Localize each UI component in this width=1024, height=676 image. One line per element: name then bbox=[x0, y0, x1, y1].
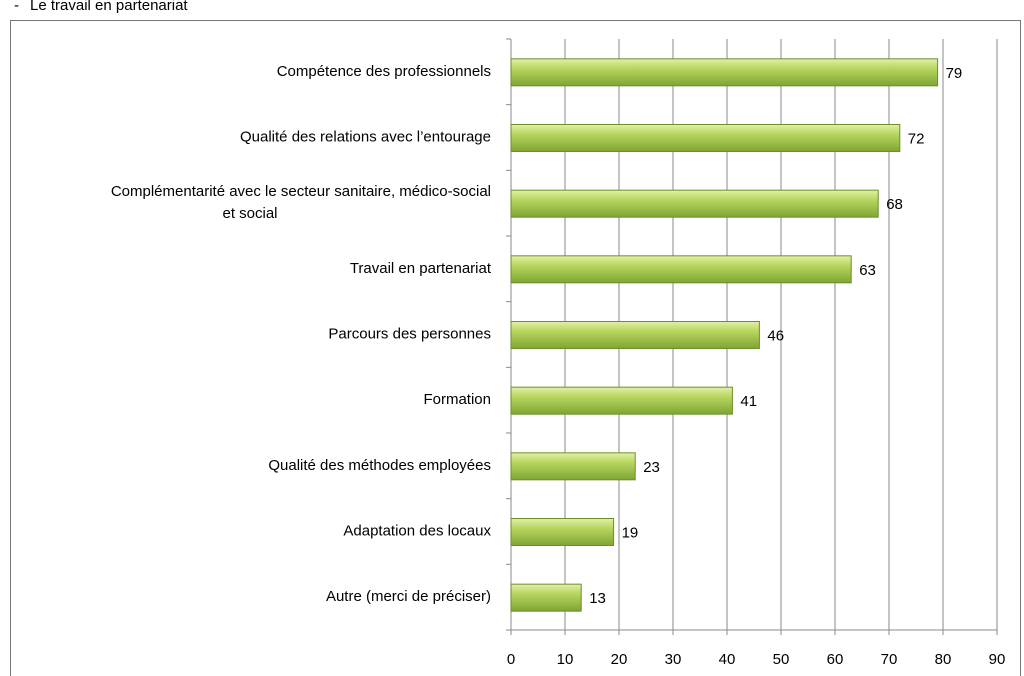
bar bbox=[510, 321, 760, 349]
value-label: 79 bbox=[946, 65, 963, 82]
value-label: 46 bbox=[767, 327, 784, 344]
page-heading: Le travail en partenariat bbox=[30, 0, 188, 14]
x-tick-label: 10 bbox=[557, 651, 574, 668]
x-tick-label: 0 bbox=[507, 651, 515, 668]
bar bbox=[510, 518, 615, 546]
x-tick-label: 40 bbox=[719, 651, 736, 668]
x-tick-label: 60 bbox=[827, 651, 844, 668]
chart-frame bbox=[10, 20, 1021, 676]
value-label: 13 bbox=[589, 590, 606, 607]
y-tick-label: Complémentarité avec le secteur sanitair… bbox=[111, 183, 491, 222]
y-tick-label-line: Complémentarité avec le secteur sanitair… bbox=[111, 183, 491, 200]
bullet: - bbox=[14, 0, 19, 14]
y-tick-label: Parcours des personnes bbox=[328, 325, 491, 342]
y-tick-label: Adaptation des locaux bbox=[343, 522, 491, 539]
bar bbox=[510, 452, 636, 481]
y-tick-label: Qualité des relations avec l’entourage bbox=[240, 128, 491, 145]
x-tick-label: 50 bbox=[773, 651, 790, 668]
bar bbox=[510, 386, 733, 415]
value-label: 63 bbox=[859, 262, 876, 279]
y-tick-label-line: et social bbox=[222, 205, 277, 222]
x-tick-label: 90 bbox=[989, 651, 1006, 668]
y-tick-label: Qualité des méthodes employées bbox=[268, 457, 491, 474]
x-tick-label: 30 bbox=[665, 651, 682, 668]
bar bbox=[510, 58, 939, 87]
value-label: 19 bbox=[622, 524, 639, 541]
value-label: 23 bbox=[643, 459, 660, 476]
y-tick-label: Travail en partenariat bbox=[350, 260, 492, 277]
bar bbox=[510, 583, 582, 612]
x-tick-label: 20 bbox=[611, 651, 628, 668]
y-tick-label: Autre (merci de préciser) bbox=[326, 588, 491, 605]
bar bbox=[510, 255, 852, 284]
bar bbox=[510, 189, 879, 218]
value-label: 72 bbox=[908, 130, 925, 147]
x-tick-label: 70 bbox=[881, 651, 898, 668]
value-label: 68 bbox=[886, 196, 903, 213]
bar bbox=[510, 124, 901, 152]
y-tick-label: Formation bbox=[423, 391, 491, 408]
value-label: 41 bbox=[740, 393, 757, 410]
x-tick-label: 80 bbox=[935, 651, 952, 668]
y-tick-label: Compétence des professionnels bbox=[277, 63, 491, 80]
